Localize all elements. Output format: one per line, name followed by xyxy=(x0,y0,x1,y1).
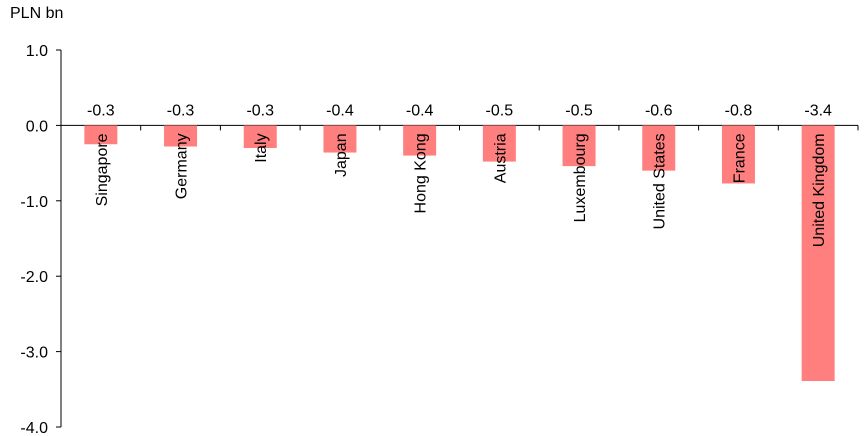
category-label: Hong Kong xyxy=(413,133,430,213)
bar xyxy=(482,125,516,162)
data-label: -0.5 xyxy=(486,102,514,119)
y-tick-label: 0.0 xyxy=(26,118,48,135)
category-label: Singapore xyxy=(94,133,111,206)
category-label: Japan xyxy=(333,133,350,177)
data-label: -0.3 xyxy=(87,102,115,119)
category-label: United Kingdom xyxy=(811,133,828,247)
data-label: -0.3 xyxy=(246,102,274,119)
y-tick-label: -3.0 xyxy=(20,345,48,362)
bar xyxy=(403,125,437,156)
data-label: -0.4 xyxy=(406,102,434,119)
y-tick-label: -4.0 xyxy=(20,420,48,436)
bar xyxy=(642,125,676,171)
category-label: Italy xyxy=(253,133,270,162)
y-tick-label: 1.0 xyxy=(26,43,48,60)
category-label: France xyxy=(731,133,748,183)
data-label: -0.8 xyxy=(725,102,753,119)
y-tick-label: -1.0 xyxy=(20,194,48,211)
data-label: -0.4 xyxy=(326,102,354,119)
category-label: Luxembourg xyxy=(572,133,589,222)
bar xyxy=(243,125,277,149)
data-label: -0.3 xyxy=(167,102,195,119)
bar xyxy=(801,125,835,382)
category-label: Germany xyxy=(174,133,191,199)
data-label: -0.6 xyxy=(645,102,673,119)
bar xyxy=(721,125,755,184)
bar xyxy=(323,125,357,153)
bar xyxy=(164,125,198,147)
bar xyxy=(84,125,118,145)
category-label: United States xyxy=(652,133,669,229)
data-label: -0.5 xyxy=(565,102,593,119)
category-label: Austria xyxy=(492,133,509,183)
data-label: -3.4 xyxy=(804,102,832,119)
y-tick-label: -2.0 xyxy=(20,269,48,286)
bar xyxy=(562,125,596,167)
unit-label: PLN bn xyxy=(10,5,64,22)
